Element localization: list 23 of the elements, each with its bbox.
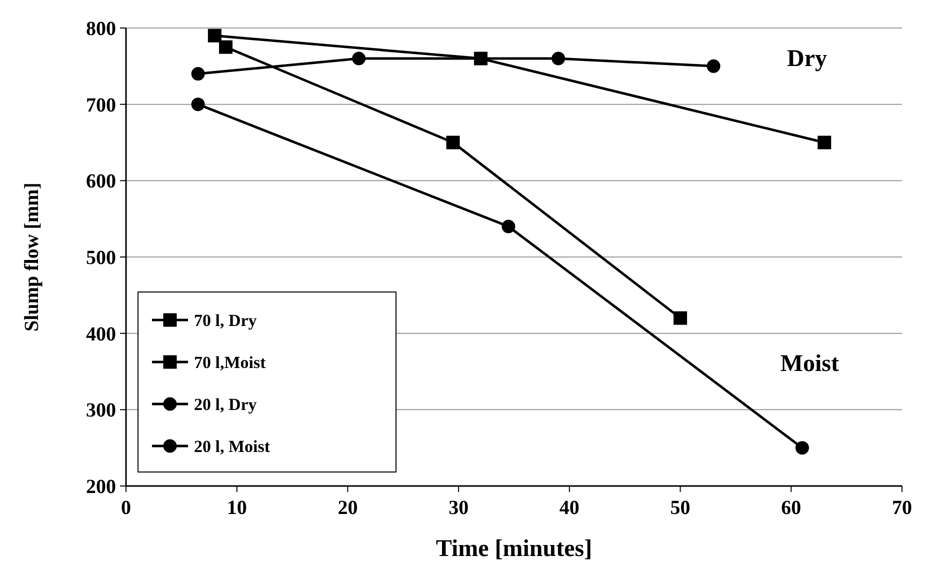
x-tick-label: 50 bbox=[670, 497, 690, 519]
legend-label: 20 l, Dry bbox=[194, 394, 258, 414]
x-tick-label: 10 bbox=[226, 497, 247, 519]
y-tick-label: 700 bbox=[86, 94, 116, 116]
x-tick-label: 0 bbox=[121, 497, 131, 519]
x-axis-title: Time [minutes] bbox=[436, 536, 592, 562]
y-tick-label: 200 bbox=[86, 476, 116, 498]
y-tick-label: 600 bbox=[86, 170, 116, 193]
y-tick-label: 500 bbox=[86, 247, 116, 269]
y-tick-label: 800 bbox=[86, 18, 116, 40]
x-tick-label: 20 bbox=[338, 497, 358, 519]
x-tick-label: 60 bbox=[781, 497, 802, 519]
legend-label: 70 l, Dry bbox=[194, 310, 258, 330]
y-axis-title: Slump flow [mm] bbox=[21, 182, 43, 332]
legend-label: 70 l,Moist bbox=[194, 352, 266, 372]
legend-label: 20 l, Moist bbox=[194, 436, 270, 456]
y-tick-label: 400 bbox=[86, 323, 116, 346]
annotation: Dry bbox=[787, 46, 827, 72]
y-tick-label: 300 bbox=[86, 400, 116, 422]
x-tick-label: 30 bbox=[448, 497, 469, 519]
x-tick-label: 70 bbox=[892, 497, 912, 519]
annotation: Moist bbox=[780, 351, 840, 377]
x-tick-label: 40 bbox=[559, 497, 580, 519]
